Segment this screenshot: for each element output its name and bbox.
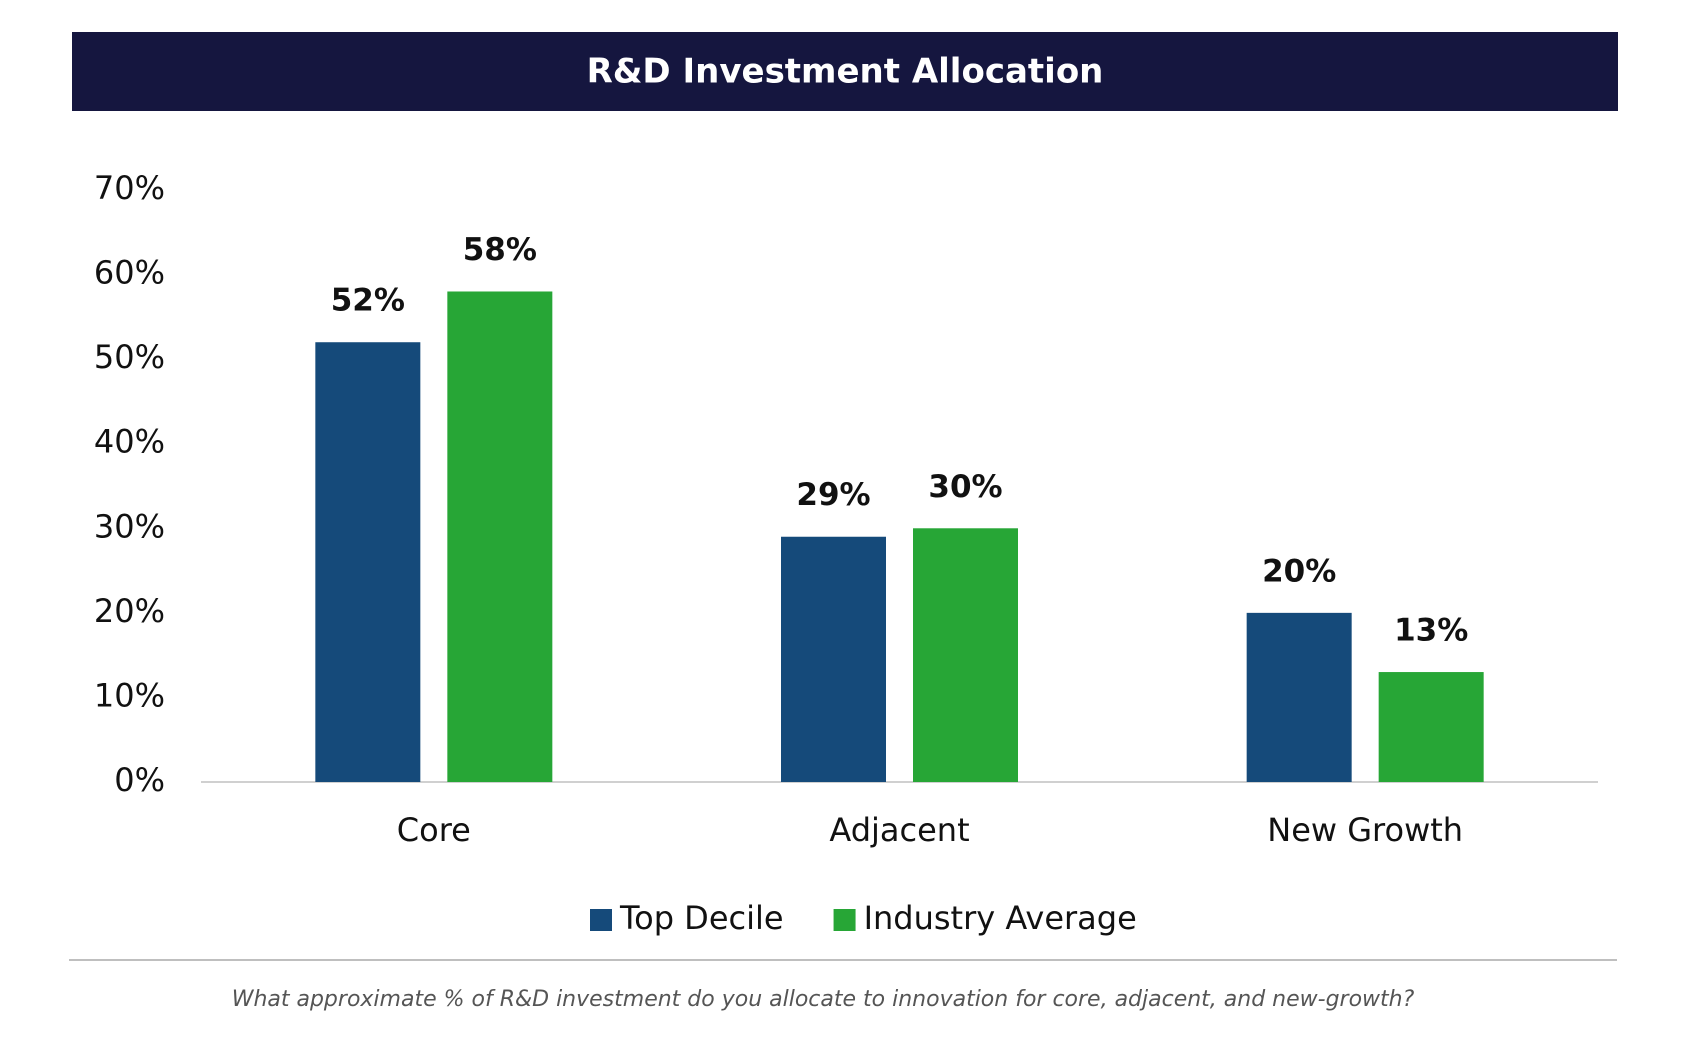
caption: What approximate % of R&D investment do … <box>232 987 1415 1012</box>
legend-label: Top Decile <box>619 899 784 937</box>
y-tick-label: 70% <box>94 169 165 207</box>
y-tick-label: 60% <box>94 254 165 292</box>
legend-swatch <box>590 909 612 931</box>
bar <box>447 291 553 782</box>
bar <box>781 536 886 782</box>
chart-title: R&D Investment Allocation <box>587 52 1104 92</box>
value-label: 30% <box>928 469 1002 505</box>
value-label: 52% <box>331 283 405 319</box>
legend-label: Industry Average <box>864 899 1137 937</box>
y-tick-label: 40% <box>94 423 165 461</box>
title-banner <box>72 32 1618 111</box>
value-label: 58% <box>463 232 537 268</box>
bar <box>913 528 1018 782</box>
bar <box>1246 612 1352 782</box>
y-tick-label: 0% <box>114 761 165 799</box>
legend-swatch <box>833 909 856 931</box>
x-tick-label: Core <box>397 811 471 849</box>
bar <box>1378 672 1484 782</box>
bar <box>315 342 421 782</box>
y-tick-label: 10% <box>94 676 165 714</box>
x-tick-label: New Growth <box>1267 811 1463 849</box>
value-label: 29% <box>796 477 870 513</box>
y-tick-label: 30% <box>94 507 165 545</box>
value-label: 13% <box>1394 613 1468 649</box>
y-tick-label: 50% <box>94 338 165 376</box>
value-label: 20% <box>1262 553 1336 589</box>
y-tick-label: 20% <box>94 592 165 630</box>
x-tick-label: Adjacent <box>829 811 969 849</box>
